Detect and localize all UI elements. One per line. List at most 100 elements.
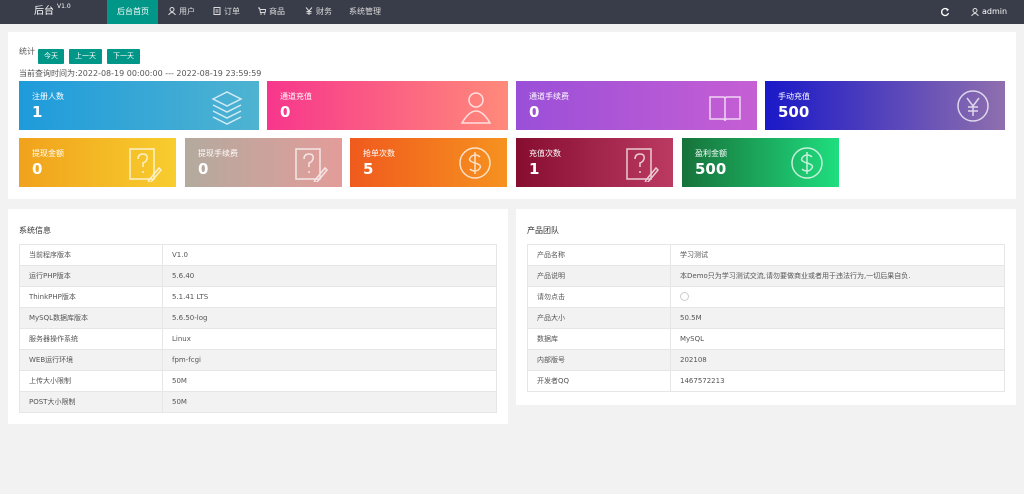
nav-icon (258, 7, 267, 15)
stat-card: 提现手续费 0 (185, 138, 342, 187)
day-button[interactable]: 下一天 (107, 49, 140, 64)
nav-label: 用户 (179, 7, 195, 16)
table-row: ThinkPHP版本 5.1.41 LTS (19, 286, 497, 308)
info-table: 产品名称 学习测试 产品说明 本Demo只为学习测试交流,请勿要做商业或者用于违法行为… (527, 244, 1005, 392)
nav-item[interactable]: 后台首页 (107, 0, 158, 24)
row-value: 5.6.50-log (162, 307, 497, 329)
nav-item[interactable]: 财务 (305, 0, 332, 24)
row-key: POST大小限制 (19, 391, 163, 413)
nav-label: 订单 (224, 7, 240, 16)
table-row: WEB运行环境 fpm-fcgi (19, 349, 497, 371)
stat-card: 通道手续费 0 (516, 81, 757, 130)
row-value: 50.5M (670, 307, 1005, 329)
stat-card: 注册人数 1 (19, 81, 259, 130)
nav-item[interactable]: 商品 (258, 0, 285, 24)
stat-card: 盈利金额 500 (682, 138, 839, 187)
stat-card: 抢单次数 5 (350, 138, 507, 187)
stat-card: 通道充值 0 (267, 81, 508, 130)
card-value: 1 (529, 160, 540, 178)
table-row: POST大小限制 50M (19, 391, 497, 413)
row-value: fpm-fcgi (162, 349, 497, 371)
row-value: 202108 (670, 349, 1005, 371)
card-label: 盈利金额 (695, 149, 727, 158)
table-row: 产品名称 学习测试 (527, 244, 1005, 266)
stats-label: 统计 (19, 47, 35, 56)
nav-icon (213, 7, 221, 15)
table-row: 产品说明 本Demo只为学习测试交流,请勿要做商业或者用于违法行为,一切后果自负. (527, 265, 1005, 287)
card-label: 充值次数 (529, 149, 561, 158)
card-value: 5 (363, 160, 374, 178)
day-button[interactable]: 今天 (38, 49, 64, 64)
row-value: 本Demo只为学习测试交流,请勿要做商业或者用于违法行为,一切后果自负. (670, 265, 1005, 287)
row-key: 数据库 (527, 328, 671, 350)
table-row: 请勿点击 (527, 286, 1005, 308)
row-value: 50M (162, 391, 497, 413)
row-key: 开发者QQ (527, 370, 671, 392)
row-value (670, 286, 1005, 308)
card-icon (129, 148, 162, 182)
day-buttons: 今天 上一天 下一天 (38, 43, 145, 64)
row-key: 运行PHP版本 (19, 265, 163, 287)
row-key: 产品大小 (527, 307, 671, 329)
hidden-link[interactable] (680, 291, 689, 301)
table-row: 数据库 MySQL (527, 328, 1005, 350)
day-button[interactable]: 上一天 (69, 49, 102, 64)
refresh-icon[interactable] (940, 7, 950, 17)
table-row: 服务器操作系统 Linux (19, 328, 497, 350)
row-key: 上传大小限制 (19, 370, 163, 392)
nav-item[interactable]: 系统管理 (349, 0, 381, 24)
nav-item[interactable]: 用户 (168, 0, 195, 24)
card-icon (709, 96, 741, 122)
table-row: 运行PHP版本 5.6.40 (19, 265, 497, 287)
row-key: ThinkPHP版本 (19, 286, 163, 308)
time-range: 当前查询时间为:2022-08-19 00:00:00 --- 2022-08-… (19, 69, 262, 78)
table-row: 上传大小限制 50M (19, 370, 497, 392)
product-panel: 产品团队 产品名称 学习测试 产品说明 本Demo只为学习测试交流,请勿要做商业或者用… (516, 209, 1016, 405)
row-value: 5.6.40 (162, 265, 497, 287)
card-label: 抢单次数 (363, 149, 395, 158)
row-value: V1.0 (162, 244, 497, 266)
nav-label: 商品 (269, 7, 285, 16)
card-value: 0 (198, 160, 209, 178)
row-key: WEB运行环境 (19, 349, 163, 371)
card-value: 0 (280, 103, 291, 121)
table-row: 内部版号 202108 (527, 349, 1005, 371)
row-key: 当前程序版本 (19, 244, 163, 266)
stat-card: 手动充值 500 (765, 81, 1005, 130)
table-row: 当前程序版本 V1.0 (19, 244, 497, 266)
table-row: 产品大小 50.5M (527, 307, 1005, 329)
nav-item[interactable]: 订单 (213, 0, 240, 24)
nav-label: 后台首页 (117, 7, 149, 16)
card-icon (957, 90, 989, 122)
stats-panel: 统计 今天 上一天 下一天 当前查询时间为:2022-08-19 00:00:00 … (8, 32, 1016, 199)
info-table: 当前程序版本 V1.0 运行PHP版本 5.6.40 ThinkPHP版本 5.1.41 … (19, 244, 497, 413)
panel-title: 产品团队 (527, 226, 559, 235)
card-label: 手动充值 (778, 92, 810, 101)
panel-title: 系统信息 (19, 226, 51, 235)
nav-icon (168, 7, 176, 16)
user-menu[interactable]: admin (982, 7, 1008, 16)
system-panel: 系统信息 当前程序版本 V1.0 运行PHP版本 5.6.40 ThinkPHP版本 5.… (8, 209, 508, 424)
card-label: 提现手续费 (198, 149, 238, 158)
row-value: 5.1.41 LTS (162, 286, 497, 308)
card-value: 500 (695, 160, 727, 178)
user-icon (971, 8, 979, 16)
stat-card: 提现金额 0 (19, 138, 176, 187)
card-icon (295, 148, 328, 182)
row-key: MySQL数据库版本 (19, 307, 163, 329)
row-key: 产品名称 (527, 244, 671, 266)
card-icon (626, 148, 659, 182)
card-label: 通道充值 (280, 92, 312, 101)
row-value: Linux (162, 328, 497, 350)
card-label: 注册人数 (32, 92, 64, 101)
card-value: 0 (529, 103, 540, 121)
nav-icon (305, 7, 313, 15)
row-key: 服务器操作系统 (19, 328, 163, 350)
card-icon (211, 91, 243, 125)
row-key: 产品说明 (527, 265, 671, 287)
row-value: 学习测试 (670, 244, 1005, 266)
nav-label: 财务 (316, 7, 332, 16)
card-icon (459, 147, 491, 179)
card-icon (791, 147, 823, 179)
